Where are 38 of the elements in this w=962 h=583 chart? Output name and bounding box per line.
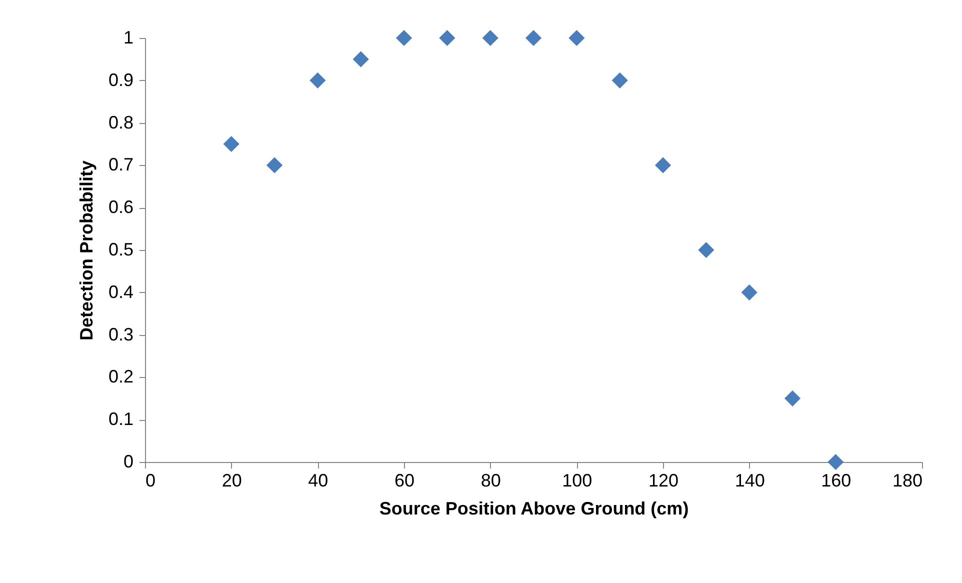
y-tick-label: 0.2	[108, 366, 134, 387]
point	[654, 157, 672, 174]
point	[784, 390, 801, 406]
point	[741, 284, 758, 300]
x-tick-label: 100	[562, 470, 592, 490]
point	[828, 454, 844, 470]
point	[612, 72, 628, 88]
y-tick-label: 0.1	[108, 409, 134, 430]
x-tick-label: 60	[394, 470, 415, 490]
y-tick-label: 0.9	[108, 70, 134, 90]
y-tick-label: 0.8	[108, 112, 134, 132]
point	[396, 30, 412, 46]
x-axis-title: Source Position Above Ground (cm)	[379, 498, 689, 518]
y-tick-label: 0.3	[108, 324, 134, 344]
y-tick-label: 0	[123, 452, 134, 472]
x-tick-label: 0	[146, 470, 156, 490]
x-tick-label: 180	[892, 470, 922, 490]
point	[266, 157, 283, 174]
point	[439, 30, 456, 46]
x-tick-label: 140	[734, 470, 765, 490]
x-tick-label: 80	[480, 470, 501, 490]
x-tick-label: 120	[648, 470, 679, 490]
y-tick-label: 0.7	[108, 154, 134, 175]
y-tick-label: 0.4	[108, 282, 134, 302]
point	[525, 30, 542, 46]
point	[223, 136, 240, 152]
y-tick-label: 0.5	[108, 240, 134, 260]
x-tick-label: 20	[222, 470, 242, 490]
point	[482, 30, 498, 46]
y-tick-label: 1	[123, 28, 134, 48]
point	[698, 242, 714, 258]
point	[352, 51, 369, 68]
y-axis-title: Detection Probability	[76, 160, 96, 341]
x-tick-label: 40	[308, 470, 328, 490]
point	[568, 30, 585, 46]
x-tick-label: 160	[821, 470, 852, 490]
y-tick-label: 0.6	[108, 197, 134, 218]
point	[310, 72, 326, 88]
